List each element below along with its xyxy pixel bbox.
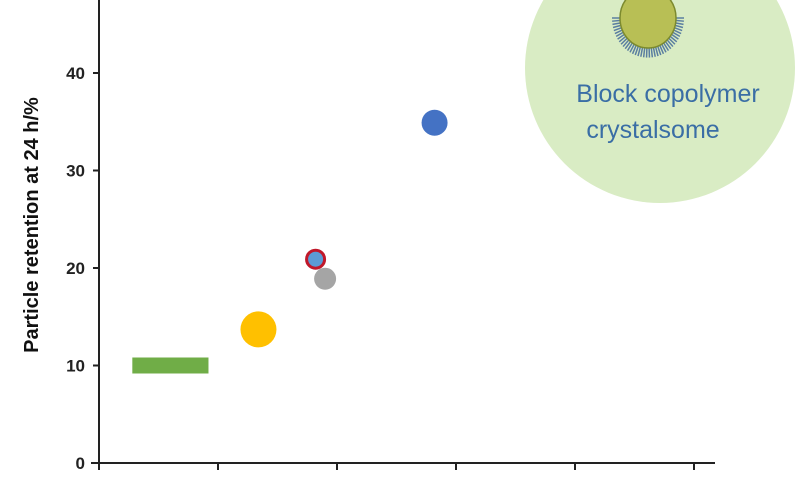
- x-tick-label: 0: [94, 478, 103, 480]
- data-point: [421, 109, 448, 136]
- inset-label-line1: Block copolymer: [576, 80, 759, 108]
- data-marks: [132, 109, 448, 374]
- inset-annotation: Block copolymer crystalsome: [525, 0, 795, 203]
- y-tick-label: 20: [66, 259, 85, 278]
- x-tick-label: 20: [566, 478, 585, 480]
- data-point: [305, 248, 327, 270]
- inset-background: [525, 0, 795, 203]
- y-tick-label: 30: [66, 162, 85, 181]
- x-tick-label: 15: [447, 478, 466, 480]
- y-tick-label: 10: [66, 357, 85, 376]
- data-bar: [132, 357, 209, 374]
- y-axis-label: Particle retention at 24 h/%: [21, 97, 43, 353]
- data-point: [314, 267, 337, 290]
- x-tick-label: 10: [328, 478, 347, 480]
- crystalsome-particle-icon: [612, 0, 684, 58]
- data-point: [240, 311, 277, 348]
- x-tick-label: 5: [213, 478, 222, 480]
- axes: 0 10 20 30 40 0 5 10 15 20 25: [66, 0, 715, 480]
- y-tick-label: 40: [66, 64, 85, 83]
- y-tick-label: 0: [76, 454, 85, 473]
- inset-label-line2: crystalsome: [586, 116, 719, 144]
- x-tick-label: 25: [685, 478, 704, 480]
- particle-core: [619, 0, 677, 49]
